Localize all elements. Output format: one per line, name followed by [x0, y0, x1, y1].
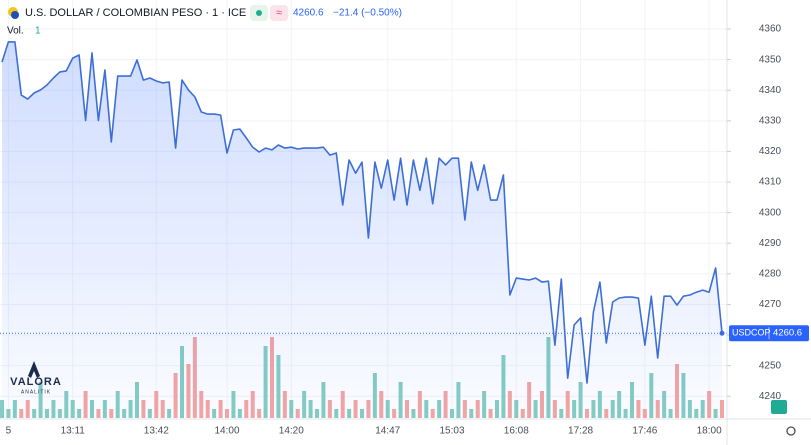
y-tick-label: 4320	[759, 146, 782, 157]
volume-value: 1	[35, 26, 41, 37]
price-line	[1, 41, 723, 384]
y-tick-label: 4350	[759, 54, 782, 65]
y-tick-label: 4280	[759, 268, 782, 279]
x-tick-label: 14:20	[279, 426, 304, 437]
price-tag-value: 4260.6	[773, 328, 802, 339]
y-tick-label: 4340	[759, 85, 782, 96]
logo-mark	[28, 361, 40, 378]
market-dot	[256, 10, 262, 16]
x-tick-label: 14:00	[214, 426, 239, 437]
delay-badge[interactable]	[270, 5, 288, 21]
last-point	[719, 330, 725, 336]
tv-badge[interactable]	[771, 400, 787, 414]
x-tick-label: 15:03	[439, 426, 464, 437]
plot	[0, 41, 727, 419]
y-tick-label: 4330	[759, 115, 782, 126]
y-tick-label: 4310	[759, 177, 782, 188]
y-tick-label: 4290	[759, 238, 782, 249]
header: U.S. DOLLAR / COLOMBIAN PESO · 1 · ICE ≈…	[7, 5, 402, 37]
symbol-title: U.S. DOLLAR / COLOMBIAN PESO · 1 · ICE	[25, 7, 246, 19]
y-tick-label: 4360	[759, 24, 782, 35]
x-tick-label: 17:46	[632, 426, 657, 437]
y-tick-label: 4270	[759, 299, 782, 310]
price-change: −21.4 (−0.50%)	[333, 8, 402, 19]
x-tick-label: 13:42	[144, 426, 169, 437]
flag-icon	[11, 11, 19, 19]
y-tick-label: 4250	[759, 360, 782, 371]
y-tick-label: 4240	[759, 391, 782, 402]
delay-icon: ≈	[276, 7, 282, 19]
logo-sub: ANALITIK	[21, 389, 51, 395]
x-tick-label: 17:28	[568, 426, 593, 437]
x-tick-label: 13:11	[61, 426, 86, 437]
last-price: 4260.6	[293, 8, 324, 19]
volume-label: Vol.	[7, 26, 24, 37]
logo: VALORA ANALITIK	[10, 361, 62, 395]
settings-button[interactable]	[786, 426, 796, 436]
x-tick-label: 18:00	[697, 426, 722, 437]
logo-name: VALORA	[10, 376, 62, 388]
y-tick-label: 4300	[759, 207, 782, 218]
price-tag-symbol: USDCOP	[732, 328, 771, 338]
x-tick-label: 14:47	[375, 426, 400, 437]
x-tick-label: 16:08	[504, 426, 529, 437]
price-area	[2, 41, 722, 419]
x-tick-label: 5	[6, 426, 12, 437]
